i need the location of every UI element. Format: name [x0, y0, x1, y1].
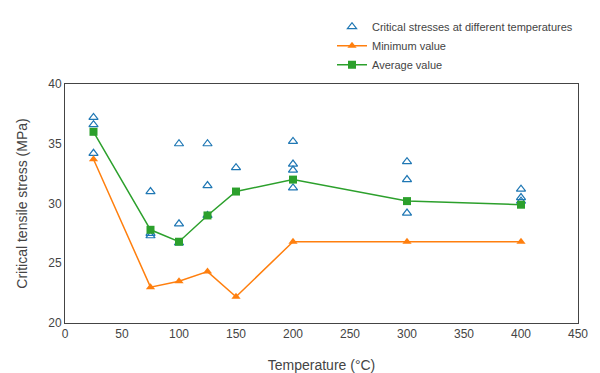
svg-text:200: 200 — [283, 327, 303, 341]
svg-text:25: 25 — [48, 256, 62, 270]
svg-text:Average value: Average value — [372, 59, 442, 71]
svg-text:0: 0 — [62, 327, 69, 341]
svg-text:30: 30 — [48, 197, 62, 211]
svg-text:Temperature (°C): Temperature (°C) — [268, 357, 376, 373]
svg-text:100: 100 — [169, 327, 189, 341]
svg-text:150: 150 — [226, 327, 246, 341]
svg-text:250: 250 — [340, 327, 360, 341]
svg-text:300: 300 — [397, 327, 417, 341]
svg-text:20: 20 — [48, 316, 62, 330]
svg-text:450: 450 — [568, 327, 588, 341]
svg-text:400: 400 — [511, 327, 531, 341]
svg-text:Critical stresses at different: Critical stresses at different temperatu… — [372, 21, 573, 33]
svg-text:40: 40 — [48, 77, 62, 91]
svg-text:35: 35 — [48, 137, 62, 151]
svg-text:350: 350 — [454, 327, 474, 341]
svg-text:Minimum value: Minimum value — [372, 40, 446, 52]
svg-text:50: 50 — [115, 327, 129, 341]
svg-text:Critical tensile stress (MPa): Critical tensile stress (MPa) — [14, 118, 30, 288]
